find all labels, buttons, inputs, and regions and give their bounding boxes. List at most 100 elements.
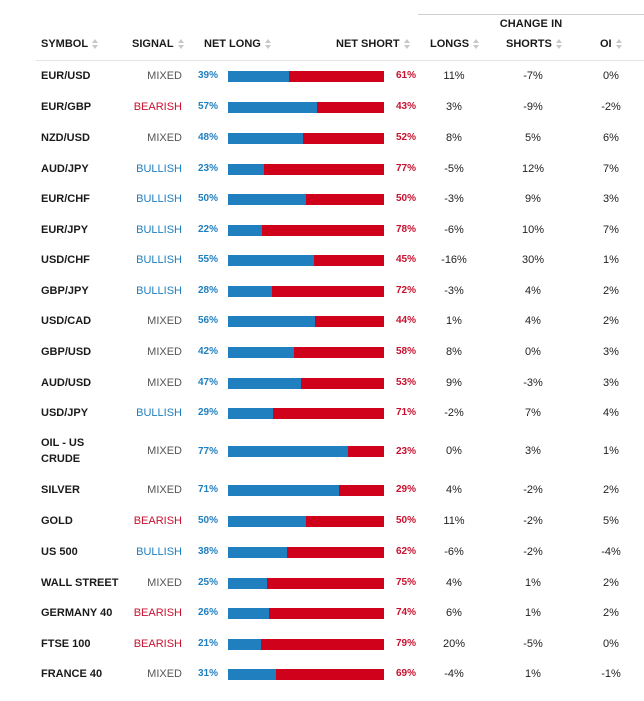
table-row[interactable]: WALL STREET MIXED 25% 75% 4% 1% 2% — [0, 567, 644, 598]
sentiment-bar-long — [228, 193, 306, 205]
symbol-cell[interactable]: NZD/USD — [41, 131, 90, 144]
signal-cell: BEARISH — [133, 514, 182, 527]
table-row[interactable]: FTSE 100 BEARISH 21% 79% 20% -5% 0% — [0, 628, 644, 659]
table-row[interactable]: NZD/USD MIXED 48% 52% 8% 5% 6% — [0, 122, 644, 153]
symbol-cell[interactable]: AUD/JPY — [41, 162, 89, 175]
change-longs-cell: -5% — [444, 162, 464, 175]
symbol-cell[interactable]: FRANCE 40 — [41, 667, 103, 680]
symbol-cell[interactable]: GBP/JPY — [41, 284, 89, 297]
column-header-shorts[interactable]: SHORTS — [506, 38, 562, 50]
symbol-cell[interactable]: FTSE 100 — [41, 637, 91, 650]
net-long-cell: 47% — [197, 377, 218, 388]
sentiment-bar — [228, 668, 384, 680]
column-header-net-long[interactable]: NET LONG — [204, 38, 271, 50]
symbol-cell[interactable]: WALL STREET — [41, 576, 119, 589]
change-longs-cell: 20% — [442, 637, 466, 650]
net-short-cell: 43% — [395, 101, 416, 112]
sentiment-bar — [228, 607, 384, 619]
net-short-cell: 50% — [395, 193, 416, 204]
net-long-cell: 42% — [197, 346, 218, 357]
net-short-cell: 23% — [395, 445, 416, 457]
column-header-symbol[interactable]: SYMBOL — [41, 38, 99, 50]
symbol-cell[interactable]: SILVER — [41, 483, 80, 496]
column-header-shorts-label: SHORTS — [506, 38, 552, 50]
change-oi-cell: 3% — [603, 376, 619, 389]
net-short-cell: 72% — [395, 285, 416, 296]
table-row[interactable]: FRANCE 40 MIXED 31% 69% -4% 1% -1% — [0, 658, 644, 689]
change-oi-cell: 0% — [603, 637, 619, 650]
column-header-net-short[interactable]: NET SHORT — [336, 38, 410, 50]
change-longs-cell: 0% — [446, 445, 462, 457]
table-row[interactable]: GBP/USD MIXED 42% 58% 8% 0% 3% — [0, 336, 644, 367]
symbol-cell[interactable]: GBP/USD — [41, 345, 92, 358]
column-header-oi[interactable]: OI — [600, 38, 622, 50]
sentiment-bar-long — [228, 638, 261, 650]
symbol-cell[interactable]: GERMANY 40 — [41, 606, 113, 619]
table-row[interactable]: USD/JPY BULLISH 29% 71% -2% 7% 4% — [0, 397, 644, 428]
column-header-net-long-label: NET LONG — [204, 38, 261, 50]
table-row[interactable]: EUR/JPY BULLISH 22% 78% -6% 10% 7% — [0, 214, 644, 245]
change-longs-cell: 4% — [446, 483, 462, 496]
net-long-cell: 50% — [197, 193, 218, 204]
symbol-cell[interactable]: EUR/GBP — [41, 100, 92, 113]
table-row[interactable]: EUR/GBP BEARISH 57% 43% 3% -9% -2% — [0, 91, 644, 122]
change-oi-cell: 2% — [603, 576, 619, 589]
sentiment-bar-long — [228, 668, 277, 680]
signal-cell: BULLISH — [136, 192, 182, 205]
symbol-cell[interactable]: EUR/USD — [41, 69, 91, 82]
net-long-cell: 22% — [197, 224, 218, 235]
column-header-longs[interactable]: LONGS — [430, 38, 480, 50]
symbol-cell[interactable]: GOLD — [41, 514, 73, 527]
sentiment-bar — [228, 315, 384, 327]
column-header-signal-label: SIGNAL — [132, 38, 174, 50]
net-long-cell: 29% — [197, 407, 218, 418]
sentiment-bar-long — [228, 101, 317, 113]
symbol-cell[interactable]: EUR/CHF — [41, 192, 90, 205]
symbol-cell[interactable]: USD/CAD — [41, 314, 92, 327]
change-oi-cell: 5% — [603, 514, 619, 527]
net-long-cell: 77% — [197, 445, 218, 457]
symbol-cell[interactable]: AUD/USD — [41, 376, 92, 389]
sentiment-bar — [228, 346, 384, 358]
table-row[interactable]: EUR/CHF BULLISH 50% 50% -3% 9% 3% — [0, 183, 644, 214]
change-longs-cell: 6% — [446, 606, 462, 619]
sort-arrows-icon — [555, 39, 562, 49]
symbol-cell[interactable]: OIL - US CRUDE — [41, 437, 85, 465]
change-shorts-cell: -2% — [523, 545, 543, 558]
signal-cell: MIXED — [147, 445, 182, 457]
sentiment-bar-long — [228, 377, 302, 389]
change-longs-cell: -16% — [441, 253, 467, 266]
change-shorts-cell: -5% — [523, 637, 543, 650]
table-row[interactable]: OIL - US CRUDE MIXED 77% 23% 0% 3% 1% — [0, 428, 644, 474]
column-header-signal[interactable]: SIGNAL — [132, 38, 184, 50]
table-row[interactable]: GBP/JPY BULLISH 28% 72% -3% 4% 2% — [0, 275, 644, 306]
column-header-longs-label: LONGS — [430, 38, 470, 50]
table-row[interactable]: EUR/USD MIXED 39% 61% 11% -7% 0% — [0, 60, 644, 91]
table-row[interactable]: AUD/JPY BULLISH 23% 77% -5% 12% 7% — [0, 153, 644, 184]
sentiment-bar-long — [228, 254, 314, 266]
sentiment-bar — [228, 285, 384, 297]
sentiment-bar-long — [228, 546, 288, 558]
change-longs-cell: -3% — [444, 284, 464, 297]
table-row[interactable]: AUD/USD MIXED 47% 53% 9% -3% 3% — [0, 367, 644, 398]
symbol-cell[interactable]: USD/CHF — [41, 253, 90, 266]
signal-cell: MIXED — [147, 483, 182, 496]
table-row[interactable]: USD/CAD MIXED 56% 44% 1% 4% 2% — [0, 305, 644, 336]
symbol-cell[interactable]: US 500 — [41, 545, 78, 558]
change-shorts-cell: 10% — [521, 223, 545, 236]
change-shorts-cell: -3% — [523, 376, 543, 389]
header-divider — [36, 60, 644, 61]
symbol-cell[interactable]: USD/JPY — [41, 406, 89, 419]
table-row[interactable]: US 500 BULLISH 38% 62% -6% -2% -4% — [0, 536, 644, 567]
change-shorts-cell: 9% — [525, 192, 541, 205]
symbol-cell[interactable]: EUR/JPY — [41, 223, 89, 236]
table-row[interactable]: GOLD BEARISH 50% 50% 11% -2% 5% — [0, 505, 644, 536]
table-row[interactable]: GERMANY 40 BEARISH 26% 74% 6% 1% 2% — [0, 597, 644, 628]
sentiment-bar-long — [228, 446, 349, 457]
signal-cell: MIXED — [147, 345, 182, 358]
signal-cell: BEARISH — [133, 100, 182, 113]
table-row[interactable]: SILVER MIXED 71% 29% 4% -2% 2% — [0, 474, 644, 505]
net-short-cell: 78% — [395, 224, 416, 235]
table-row[interactable]: USD/CHF BULLISH 55% 45% -16% 30% 1% — [0, 244, 644, 275]
sentiment-bar-long — [228, 515, 306, 527]
